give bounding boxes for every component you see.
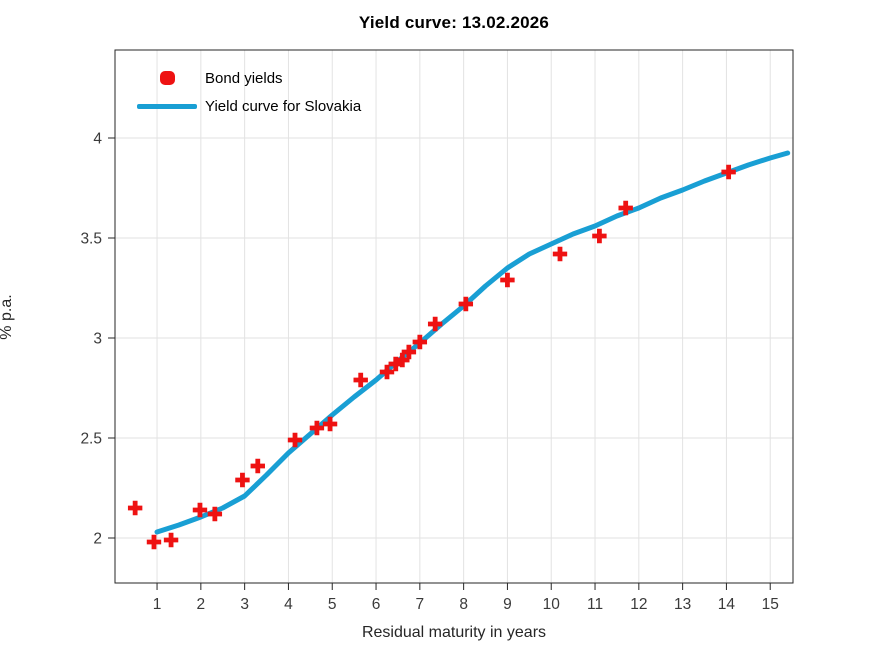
bond-yield-marker — [412, 334, 428, 350]
bond-yield-marker — [401, 344, 417, 360]
bond-yield-marker — [146, 534, 162, 550]
bond-yield-marker — [235, 472, 250, 488]
yield-curve-path — [154, 150, 791, 535]
bond-yield-marker — [500, 272, 515, 288]
bond-yield-marker — [127, 500, 143, 516]
x-tick-label: 13 — [674, 596, 691, 613]
y-tick-label: 3.5 — [80, 231, 102, 248]
bond-yield-marker — [395, 352, 410, 368]
y-axis-label: % p.a. — [0, 294, 15, 339]
chart-title: Yield curve: 13.02.2026 — [358, 13, 550, 32]
x-tick-label: 9 — [503, 596, 512, 613]
bond-yield-marker — [287, 432, 303, 448]
bond-yield-marker — [458, 296, 474, 312]
bond-yield-marker — [322, 416, 338, 432]
bond-yield-marker — [309, 420, 325, 436]
axes-box — [114, 49, 794, 584]
bond-yield-marker — [207, 506, 223, 522]
x-tick-label: 5 — [328, 596, 337, 613]
x-tick-label: 6 — [372, 596, 381, 613]
x-tick-label: 10 — [543, 596, 561, 613]
bond-yield-marker — [721, 164, 736, 180]
x-tick-label: 2 — [197, 596, 206, 613]
bond-yield-marker — [552, 246, 568, 262]
y-tick-label: 3 — [93, 331, 102, 348]
bond-yield-marker — [163, 532, 179, 548]
x-tick-label: 12 — [630, 596, 647, 613]
legend-label-yield-curve: Yield curve for Slovakia — [205, 97, 362, 115]
bond-yields-marker-icon — [160, 71, 175, 85]
legend-swatch-area — [137, 94, 197, 118]
x-tick-label: 11 — [587, 596, 603, 613]
x-tick-label: 3 — [240, 596, 249, 613]
yield-curve-line-icon — [137, 104, 197, 109]
bond-yield-marker — [592, 228, 607, 244]
y-tick-label: 2.5 — [80, 431, 102, 448]
bond-yield-marker — [427, 316, 443, 332]
bond-yield-marker — [250, 458, 265, 474]
bond-yield-marker — [379, 364, 395, 380]
x-tick-label: 7 — [416, 596, 425, 613]
legend-item-bond-yields: Bond yields — [137, 66, 361, 90]
x-tick-label: 14 — [718, 596, 736, 613]
bond-yield-marker — [618, 200, 633, 216]
legend: Bond yields Yield curve for Slovakia — [137, 66, 361, 118]
x-tick-label: 4 — [284, 596, 293, 613]
y-tick-label: 4 — [93, 131, 102, 148]
bond-yield-marker — [353, 372, 368, 388]
x-tick-label: 1 — [153, 596, 162, 613]
legend-label-bond-yields: Bond yields — [205, 69, 283, 87]
legend-swatch-area — [137, 66, 197, 90]
y-tick-label: 2 — [93, 531, 102, 548]
legend-item-yield-curve: Yield curve for Slovakia — [137, 94, 361, 118]
x-axis-label: Residual maturity in years — [361, 624, 547, 641]
x-tick-label: 15 — [762, 596, 779, 613]
x-tick-label: 8 — [459, 596, 468, 613]
bond-yield-marker — [192, 502, 208, 518]
